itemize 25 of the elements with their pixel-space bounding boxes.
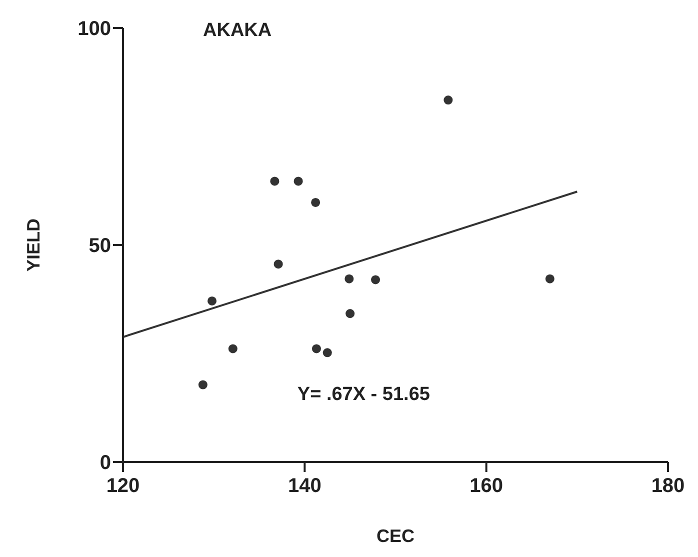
point <box>208 296 217 306</box>
y-tick-label: 100 <box>78 18 111 40</box>
chart-title: AKAKA <box>203 20 272 42</box>
point <box>344 274 354 284</box>
x-tick-label: 120 <box>106 475 140 498</box>
point <box>312 344 321 354</box>
y-axis-title: YIELD <box>23 218 44 272</box>
y-tick-label: 0 <box>100 452 111 474</box>
point <box>270 176 280 186</box>
x-tick-label: 140 <box>288 475 322 498</box>
annotation: Y= .67X - 51.65 <box>297 384 430 406</box>
point <box>346 309 355 318</box>
x-tick-label: 160 <box>470 475 504 498</box>
y-tick-label: 50 <box>88 235 111 258</box>
point <box>322 348 332 358</box>
point <box>228 344 238 354</box>
point <box>444 96 453 105</box>
point <box>311 198 320 207</box>
point <box>274 260 283 269</box>
point <box>198 380 208 390</box>
point <box>371 275 380 284</box>
x-axis-title: CEC <box>376 526 415 546</box>
point <box>545 274 554 284</box>
point <box>294 176 303 186</box>
x-tick-label: 180 <box>651 475 685 498</box>
